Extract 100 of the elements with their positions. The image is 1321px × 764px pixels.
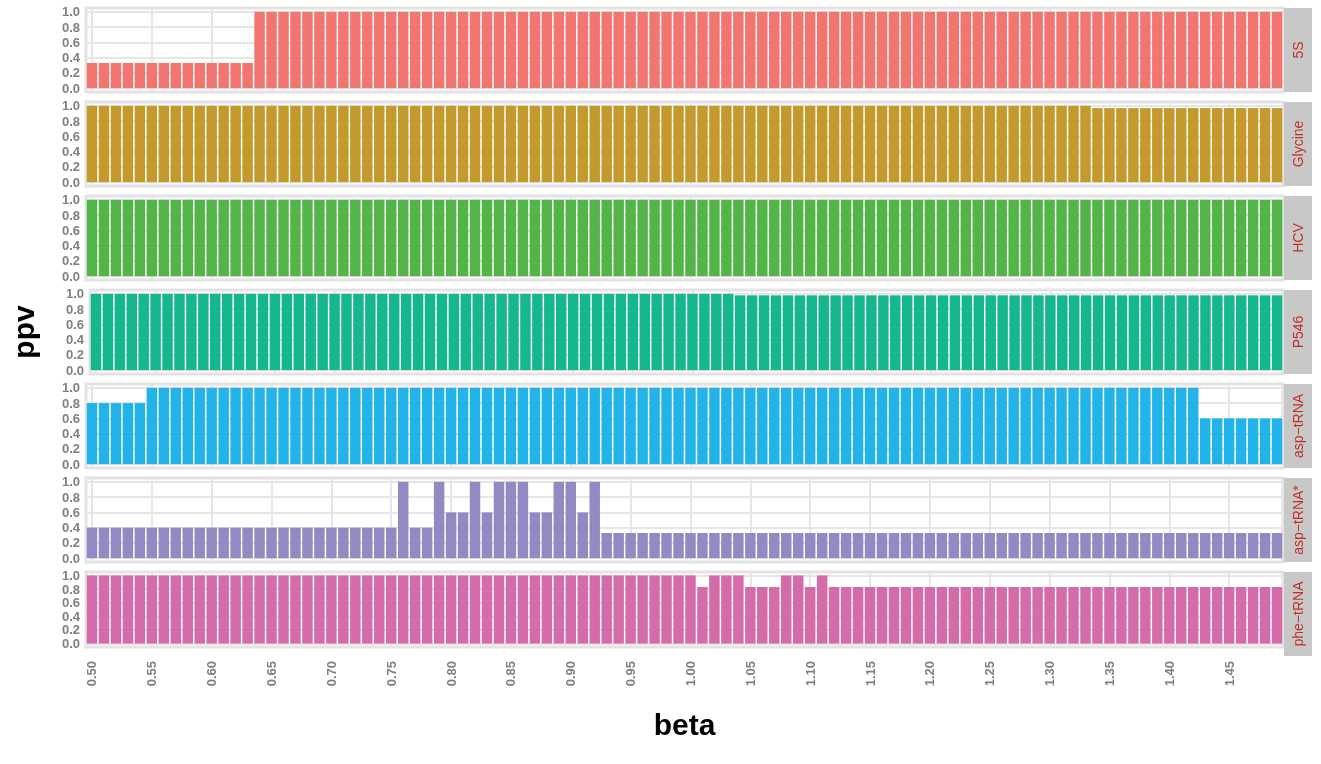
x-tick-label: 1.30 bbox=[1042, 661, 1058, 687]
bar bbox=[110, 527, 122, 559]
bar bbox=[1187, 387, 1199, 465]
bar bbox=[960, 387, 972, 465]
bar bbox=[146, 387, 158, 465]
y-tick-label: 0.6 bbox=[65, 316, 84, 332]
y-axis-title: ppv bbox=[6, 305, 40, 359]
bar bbox=[529, 512, 541, 559]
bar bbox=[493, 481, 505, 559]
bar bbox=[134, 527, 146, 559]
bar bbox=[409, 387, 421, 465]
y-tick-label: 0.2 bbox=[61, 65, 80, 81]
y-tick-label: 0.4 bbox=[61, 144, 81, 160]
bar bbox=[1211, 532, 1223, 559]
bar bbox=[541, 387, 553, 465]
y-tick-label: 0.8 bbox=[61, 395, 80, 411]
bar bbox=[1235, 532, 1247, 559]
bar bbox=[1199, 418, 1211, 465]
bar bbox=[876, 532, 888, 559]
text: asp−tRNA bbox=[1290, 393, 1306, 459]
x-tick-label: 0.75 bbox=[383, 661, 399, 687]
bar bbox=[948, 532, 960, 559]
bar bbox=[421, 527, 433, 559]
bar bbox=[433, 387, 445, 465]
bar bbox=[900, 532, 912, 559]
y-tick-label: 0.6 bbox=[61, 128, 80, 144]
y-tick-label: 0.6 bbox=[61, 34, 80, 50]
bar bbox=[493, 387, 505, 465]
bar bbox=[134, 403, 146, 465]
bar bbox=[864, 532, 876, 559]
bar bbox=[1223, 418, 1235, 465]
bar bbox=[86, 403, 98, 465]
y-tick-label: 0.2 bbox=[61, 441, 80, 457]
bar bbox=[170, 527, 182, 559]
bar bbox=[840, 532, 852, 559]
bar bbox=[421, 387, 433, 465]
bar bbox=[876, 387, 888, 465]
bar bbox=[565, 387, 577, 465]
y-tick-label: 0.0 bbox=[61, 636, 80, 652]
bar bbox=[792, 532, 804, 559]
x-tick-label: 1.05 bbox=[742, 661, 758, 687]
y-tick-label: 0.8 bbox=[65, 301, 84, 317]
x-tick-label: 0.85 bbox=[503, 661, 519, 687]
y-tick-label: 0.4 bbox=[61, 520, 81, 536]
x-tick-label: 1.45 bbox=[1221, 661, 1237, 687]
y-tick-label: 1.0 bbox=[61, 192, 80, 208]
bar bbox=[481, 387, 493, 465]
bar bbox=[972, 387, 983, 465]
bar bbox=[122, 527, 134, 559]
y-tick-label: 0.2 bbox=[61, 535, 80, 551]
y-tick-label: 0.8 bbox=[61, 19, 80, 35]
x-tick-label: 1.00 bbox=[682, 661, 698, 687]
y-tick-label: 0.0 bbox=[61, 550, 80, 566]
bar bbox=[1259, 418, 1271, 465]
text: Glycine bbox=[1290, 120, 1306, 168]
y-tick-label: 0.0 bbox=[65, 362, 84, 378]
bar bbox=[457, 512, 469, 559]
text: asp−tRNA* bbox=[1290, 484, 1306, 555]
y-tick-label: 0.4 bbox=[61, 50, 81, 66]
bar bbox=[122, 403, 134, 465]
bar bbox=[445, 387, 457, 465]
bar bbox=[828, 532, 840, 559]
y-tick-label: 1.0 bbox=[61, 567, 80, 583]
bar bbox=[397, 387, 409, 465]
bar bbox=[1187, 532, 1199, 559]
bar bbox=[505, 481, 517, 559]
bar bbox=[110, 403, 122, 465]
y-tick-label: 0.2 bbox=[61, 253, 80, 269]
y-tick-label: 1.0 bbox=[61, 4, 80, 20]
bar bbox=[517, 481, 529, 559]
bar bbox=[565, 481, 577, 559]
x-axis-title: beta bbox=[653, 707, 716, 741]
bar bbox=[816, 532, 828, 559]
bar bbox=[948, 387, 960, 465]
x-tick-label: 1.40 bbox=[1161, 661, 1177, 687]
y-tick-label: 0.8 bbox=[61, 581, 80, 597]
bar bbox=[912, 532, 924, 559]
x-tick-label: 0.50 bbox=[84, 661, 100, 687]
bar bbox=[816, 387, 828, 465]
bar bbox=[888, 387, 900, 465]
y-tick-label: 0.8 bbox=[61, 207, 80, 223]
bar bbox=[1271, 418, 1283, 465]
bar bbox=[1259, 532, 1271, 559]
bar bbox=[457, 387, 469, 465]
x-tick-label: 0.55 bbox=[144, 661, 160, 687]
bar bbox=[888, 532, 900, 559]
bar bbox=[146, 527, 158, 559]
bar bbox=[804, 532, 816, 559]
text: P546 bbox=[1290, 315, 1306, 349]
bar bbox=[469, 387, 481, 465]
bar bbox=[852, 387, 864, 465]
y-tick-label: 0.8 bbox=[61, 489, 80, 505]
bar bbox=[864, 387, 876, 465]
bar bbox=[960, 532, 972, 559]
bar bbox=[924, 387, 936, 465]
x-tick-label: 0.95 bbox=[623, 661, 639, 687]
x-tick-label: 0.90 bbox=[563, 661, 579, 687]
bar bbox=[852, 532, 864, 559]
y-tick-label: 0.6 bbox=[61, 595, 80, 611]
bar bbox=[505, 387, 517, 465]
